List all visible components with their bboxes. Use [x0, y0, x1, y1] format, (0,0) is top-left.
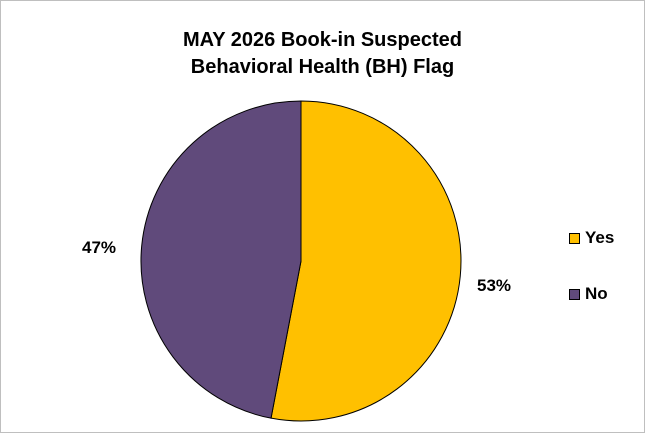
legend-label-no: No — [585, 284, 608, 303]
legend-swatch-yes — [569, 232, 580, 244]
legend-label-yes: Yes — [585, 228, 615, 247]
chart-title: MAY 2026 Book-in Suspected Behavioral He… — [1, 27, 644, 81]
pie-slices — [140, 100, 462, 422]
chart-title-line-2: Behavioral Health (BH) Flag — [190, 56, 455, 78]
slice-label-no: 47% — [82, 238, 116, 257]
legend: Yes No — [569, 227, 614, 339]
slice-label-yes: 53% — [477, 276, 511, 295]
pie-slice-labels: 53% 47% — [82, 238, 511, 295]
legend-swatch-no — [569, 288, 580, 300]
legend-item-no: No — [569, 283, 614, 305]
pie-slice-no — [140, 100, 302, 419]
chart-title-line-1: MAY 2026 Book-in Suspected — [183, 29, 462, 51]
pie-slice-yes — [270, 100, 462, 422]
legend-item-yes: Yes — [569, 227, 614, 249]
